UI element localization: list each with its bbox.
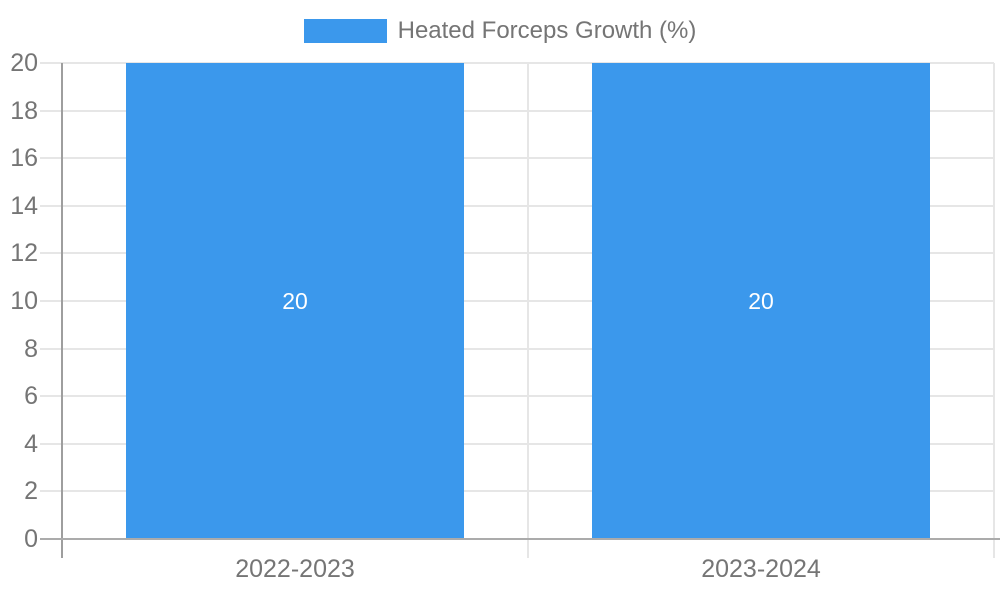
y-gridline xyxy=(40,204,994,207)
x-axis-category-label: 2023-2024 xyxy=(701,555,821,583)
bar-value-label: 20 xyxy=(282,288,308,314)
y-gridline xyxy=(40,157,994,160)
x-axis-category-label: 2022-2023 xyxy=(235,555,355,583)
y-axis-tick-label: 18 xyxy=(10,96,38,125)
y-gridline xyxy=(40,252,994,255)
y-axis-tick-label: 6 xyxy=(24,382,38,411)
bar-2022-2023[interactable] xyxy=(126,63,464,539)
y-axis-tick-label: 12 xyxy=(10,239,38,268)
y-gridline xyxy=(40,300,994,302)
plot-right-border xyxy=(993,63,995,558)
y-gridline xyxy=(40,395,994,398)
y-axis-tick-label: 20 xyxy=(10,49,38,77)
y-axis-tick-label: 4 xyxy=(24,429,38,458)
y-gridline xyxy=(40,62,994,64)
y-gridline xyxy=(40,347,994,350)
y-gridline xyxy=(40,109,994,112)
legend-swatch-icon xyxy=(303,19,387,43)
y-axis-tick-label: 14 xyxy=(10,191,38,220)
y-axis-line xyxy=(61,63,63,558)
y-gridline xyxy=(40,442,994,445)
category-separator-gridline xyxy=(527,63,529,558)
chart-legend: Heated Forceps Growth (%) xyxy=(0,19,1000,43)
x-axis-baseline xyxy=(40,538,1000,540)
y-axis-tick-label: 0 xyxy=(24,525,38,553)
bar-value-label: 20 xyxy=(748,288,774,314)
y-axis-tick-label: 10 xyxy=(10,287,38,315)
legend-label: Heated Forceps Growth (%) xyxy=(397,17,697,44)
bar-2023-2024[interactable] xyxy=(592,63,930,539)
y-gridline xyxy=(40,490,994,493)
y-axis-tick-label: 2 xyxy=(24,477,38,506)
y-axis-tick-label: 16 xyxy=(10,144,38,173)
y-axis-tick-label: 8 xyxy=(24,334,38,363)
